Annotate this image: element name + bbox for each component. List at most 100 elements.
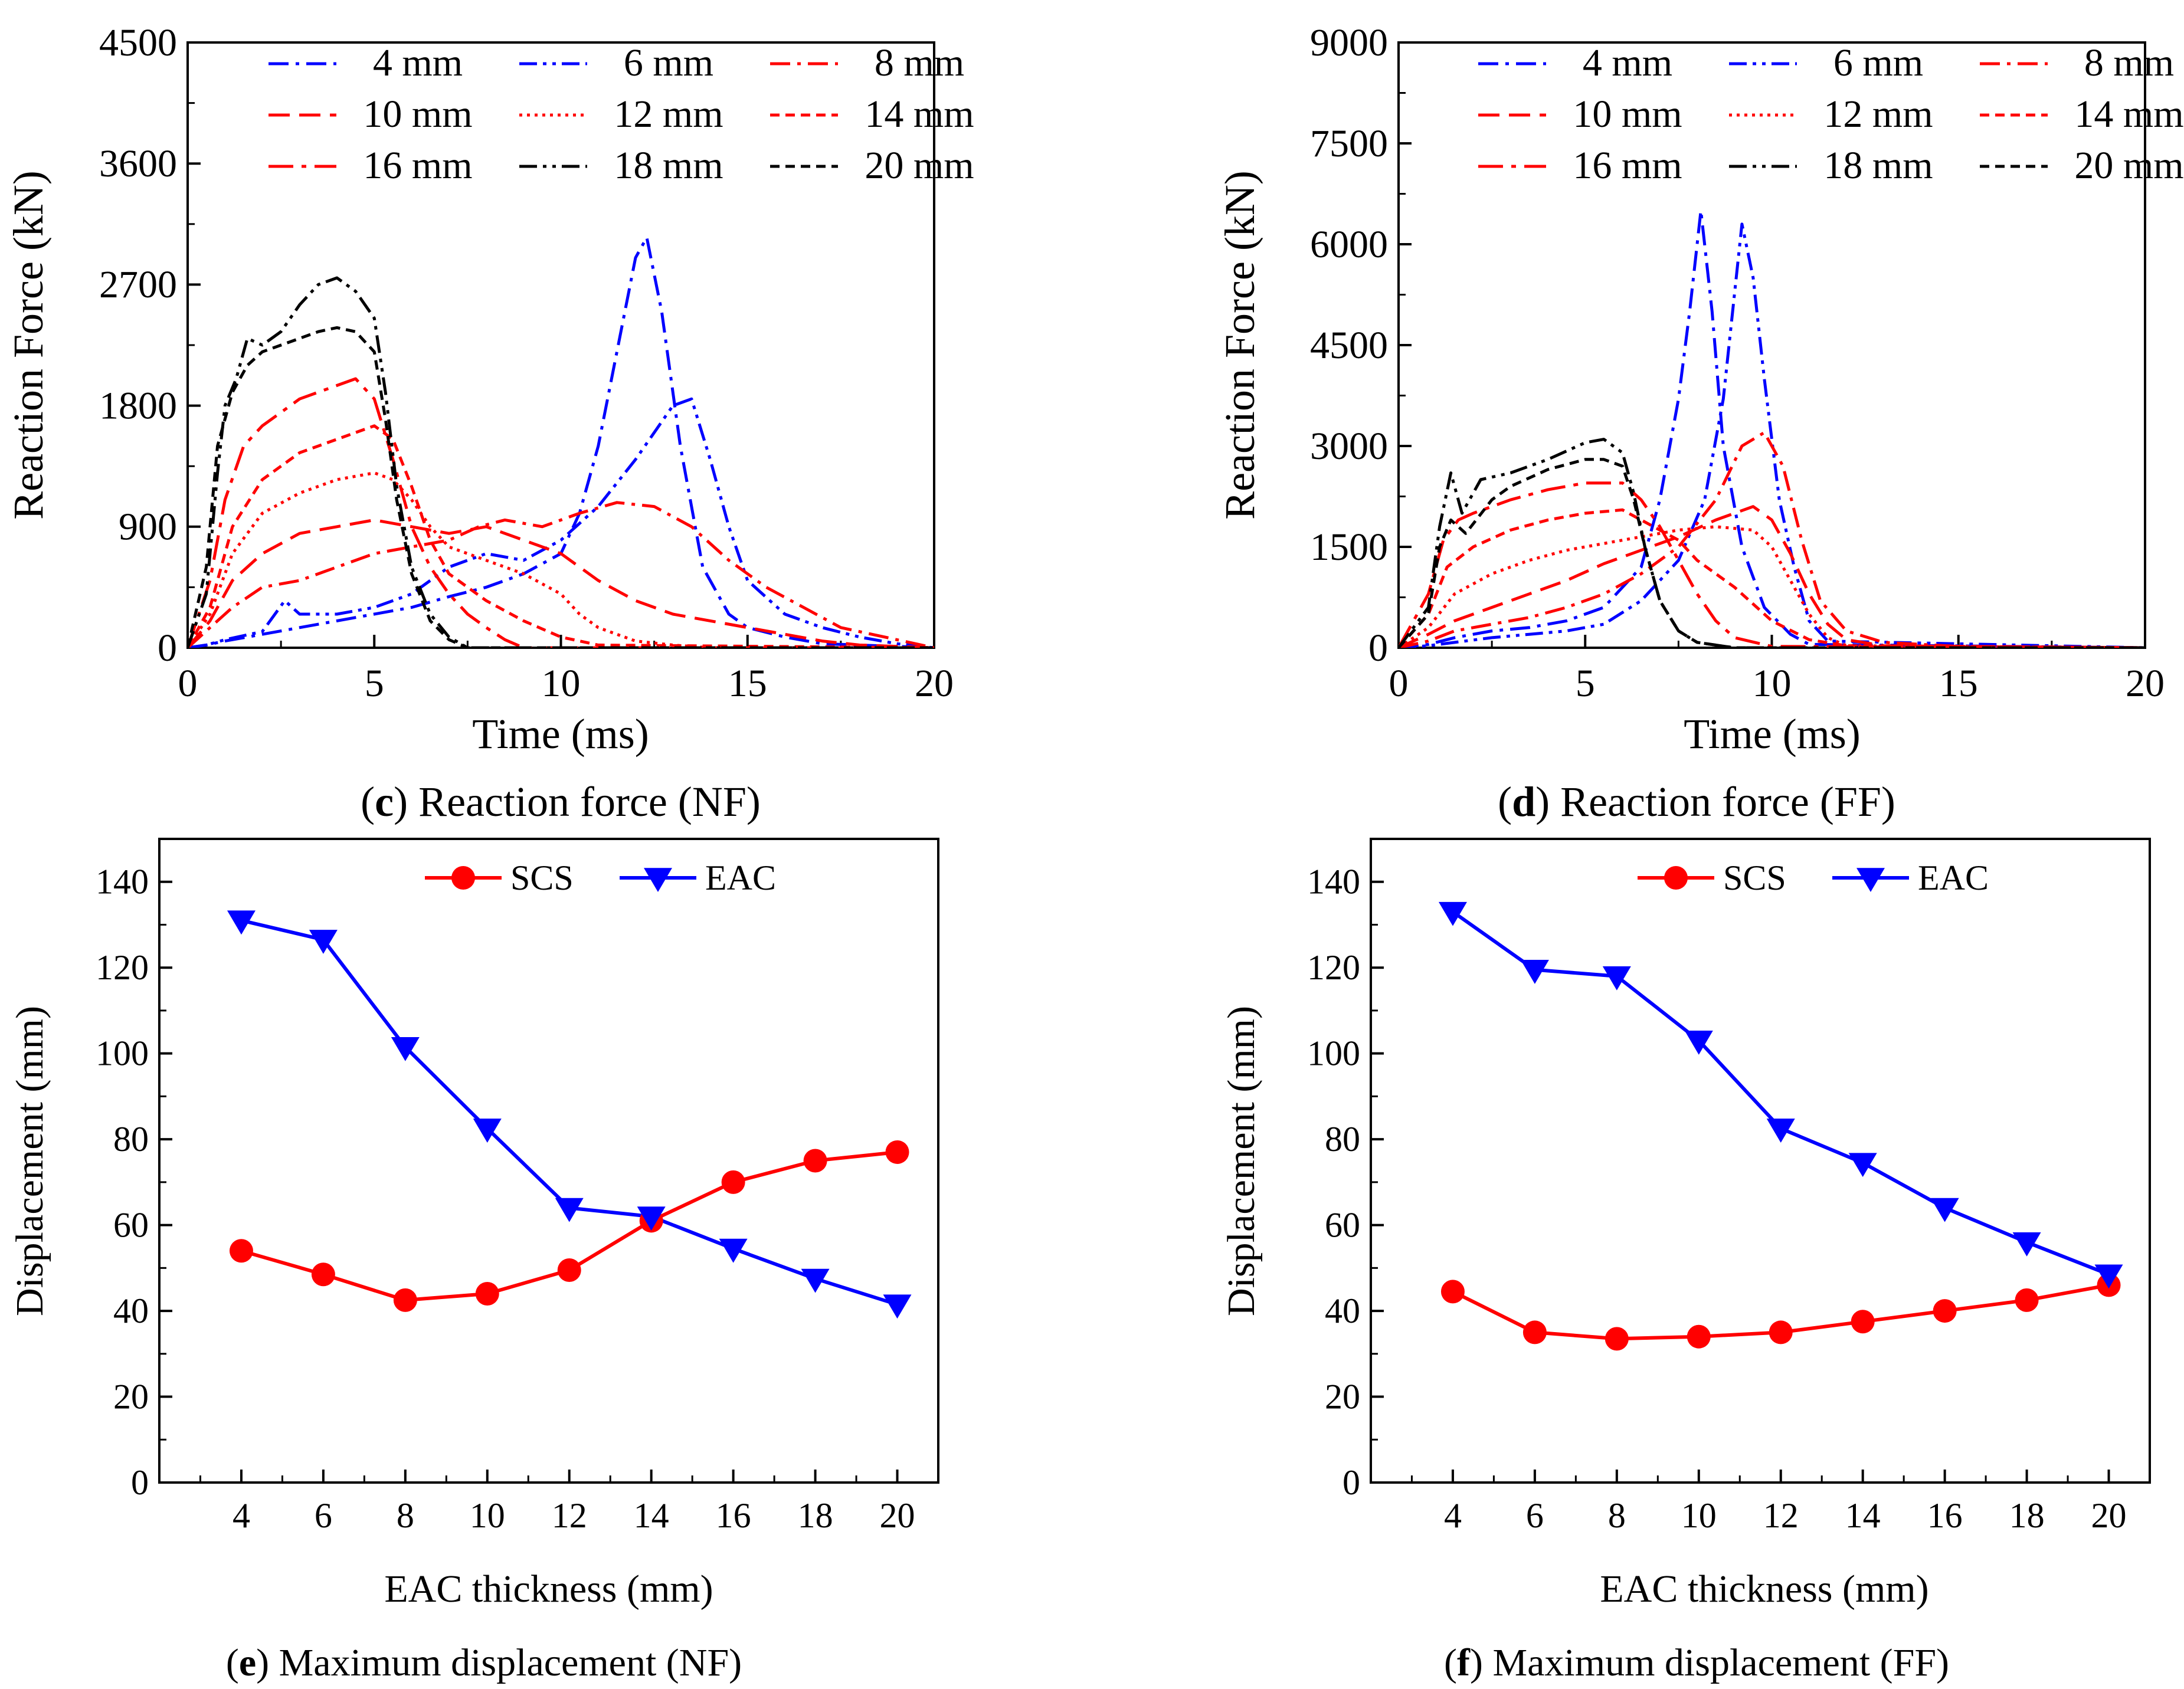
- y-axis-label: Displacement (mm): [1220, 1006, 1263, 1316]
- legend-label: 10 mm: [363, 93, 472, 136]
- series-line-12mm: [188, 471, 934, 648]
- caption-letter: e: [239, 1641, 256, 1684]
- data-point-SCS: [475, 1281, 499, 1306]
- legend-marker: [451, 866, 475, 890]
- legend-label: EAC: [705, 858, 776, 897]
- data-point-EAC: [1930, 1198, 1959, 1222]
- y-tick-label: 4500: [99, 21, 177, 64]
- legend-label: 18 mm: [1823, 144, 1933, 187]
- caption-letter: d: [1512, 778, 1535, 825]
- data-point-EAC: [1766, 1119, 1795, 1143]
- x-tick-label: 20: [915, 662, 954, 705]
- x-axis-label: Time (ms): [472, 710, 649, 757]
- x-axis-label: Time (ms): [1684, 710, 1860, 757]
- data-point-SCS: [1933, 1299, 1957, 1323]
- series-line-6mm: [1399, 222, 2145, 648]
- legend-label: 14 mm: [865, 93, 974, 136]
- legend-label: 18 mm: [614, 144, 723, 187]
- series-line-4mm: [1399, 209, 2145, 648]
- series-line-14mm: [1399, 508, 2145, 648]
- panel-caption: (f) Maximum displacement (FF): [1444, 1641, 1949, 1684]
- data-point-SCS: [1851, 1310, 1875, 1334]
- caption-text: Maximum displacement (FF): [1483, 1641, 1949, 1684]
- y-tick-label: 6000: [1310, 223, 1388, 266]
- data-point-SCS: [1440, 1280, 1465, 1304]
- x-tick-label: 8: [1608, 1496, 1626, 1535]
- legend-label: 20 mm: [2074, 144, 2183, 187]
- y-tick-label: 80: [113, 1120, 149, 1159]
- data-point-EAC: [2094, 1264, 2123, 1289]
- legend-marker: [1664, 866, 1688, 890]
- series-line-20mm: [188, 326, 934, 648]
- y-tick-label: 9000: [1310, 21, 1388, 64]
- data-point-EAC: [1602, 966, 1631, 991]
- data-point-SCS: [721, 1170, 745, 1194]
- x-tick-label: 15: [1939, 662, 1978, 705]
- chart-e: 0 20 40 60 80 100 120 140 4 6 8 10 12 14 16 18 20 EAC thi…: [8, 838, 939, 1684]
- y-tick-label: 0: [131, 1463, 149, 1502]
- y-tick-label: 4500: [1310, 324, 1388, 367]
- y-axis-label: Reaction Force (kN): [1216, 170, 1263, 520]
- x-tick-label: 10: [1753, 662, 1792, 705]
- y-tick-label: 140: [1307, 862, 1360, 901]
- series-line-8mm: [188, 501, 934, 648]
- x-tick-label: 4: [233, 1496, 250, 1535]
- x-tick-label: 0: [178, 662, 198, 705]
- plot-area: [1399, 209, 2145, 648]
- x-tick-label: 12: [1763, 1496, 1799, 1535]
- series-line-EAC: [1452, 910, 2110, 1276]
- chart-d: 0 1500 3000 4500 6000 7500 9000 0 5 10 15 20 Time (m…: [1216, 21, 2184, 825]
- y-tick-label: 3600: [99, 142, 177, 185]
- plot-frame: [158, 838, 939, 1484]
- caption-paren: ): [1470, 1641, 1483, 1684]
- series-line-10mm: [188, 518, 934, 648]
- legend-label: 8 mm: [875, 41, 964, 84]
- data-point-SCS: [1687, 1324, 1711, 1349]
- caption-text: Reaction force (NF): [408, 778, 761, 825]
- legend-marker: [644, 868, 672, 892]
- series-line-18mm: [1399, 438, 2145, 648]
- panel-caption: (e) Maximum displacement (NF): [226, 1641, 742, 1684]
- caption-paren: (: [361, 778, 375, 825]
- caption-paren: (: [226, 1641, 239, 1684]
- x-tick-label: 15: [728, 662, 767, 705]
- y-tick-label: 20: [113, 1377, 149, 1416]
- x-tick-label: 20: [2126, 662, 2165, 705]
- x-tick-label: 0: [1389, 662, 1409, 705]
- data-point-SCS: [229, 1239, 253, 1263]
- x-tick-label: 16: [1927, 1496, 1963, 1535]
- legend-label: 12 mm: [1823, 93, 1933, 136]
- x-tick-label: 6: [315, 1496, 332, 1535]
- caption-text: Maximum displacement (NF): [269, 1641, 742, 1684]
- series-line-16mm: [1399, 481, 2145, 648]
- series-line-10mm: [1399, 505, 2145, 648]
- data-point-SCS: [557, 1258, 581, 1282]
- caption-paren: (: [1444, 1641, 1457, 1684]
- y-tick-label: 1800: [99, 384, 177, 427]
- data-point-SCS: [2015, 1288, 2039, 1312]
- plot-area: [188, 236, 934, 648]
- y-tick-label: 60: [1325, 1205, 1360, 1244]
- x-tick-label: 4: [1444, 1496, 1462, 1535]
- chart-c: 0 900 1800 2700 3600 4500 0 5 10 15 20 Time (ms) Rea…: [5, 21, 974, 825]
- x-tick-label: 6: [1526, 1496, 1544, 1535]
- x-tick-label: 8: [397, 1496, 414, 1535]
- y-tick-label: 0: [158, 627, 177, 670]
- x-tick-label: 18: [798, 1496, 833, 1535]
- data-point-EAC: [227, 910, 256, 935]
- data-point-EAC: [309, 930, 338, 954]
- x-axis-label: EAC thickness (mm): [384, 1567, 713, 1611]
- legend-marker: [1856, 868, 1885, 892]
- legend-label: 20 mm: [865, 144, 974, 187]
- x-tick-label: 10: [470, 1496, 505, 1535]
- data-point-EAC: [1848, 1153, 1877, 1178]
- data-point-SCS: [803, 1149, 827, 1173]
- series-line-14mm: [188, 424, 934, 648]
- chart-f: 0 20 40 60 80 100 120 140 4 6 8 10 12 14 16 18 20 EAC thi…: [1220, 838, 2151, 1684]
- y-tick-label: 1500: [1310, 526, 1388, 569]
- series-line-6mm: [188, 397, 934, 648]
- legend-label: 16 mm: [1573, 144, 1682, 187]
- legend-label: 8 mm: [2084, 41, 2174, 84]
- legend-label: 4 mm: [1583, 41, 1672, 84]
